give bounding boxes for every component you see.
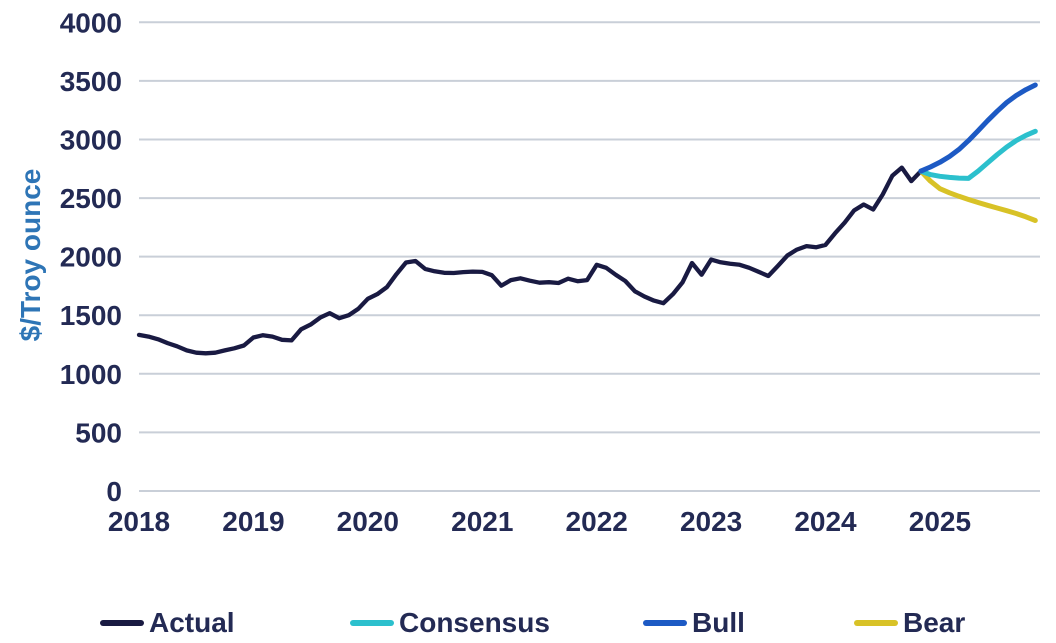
- y-tick-label-3000: 3000: [60, 125, 122, 156]
- legend-swatch-consensus: [350, 620, 394, 626]
- y-tick-label-2000: 2000: [60, 242, 122, 273]
- legend-label-actual: Actual: [149, 607, 235, 638]
- y-tick-label-0: 0: [106, 476, 122, 507]
- y-tick-label-1000: 1000: [60, 359, 122, 390]
- legend-label-consensus: Consensus: [399, 607, 550, 638]
- y-tick-label-3500: 3500: [60, 66, 122, 97]
- x-tick-label-2025: 2025: [909, 506, 971, 537]
- series-line-actual: [136, 165, 924, 356]
- series-line-consensus: [918, 128, 1038, 181]
- legend-swatch-bull: [643, 620, 687, 626]
- legend-swatch-actual: [100, 620, 144, 626]
- y-tick-label-4000: 4000: [60, 7, 122, 38]
- y-tick-label-500: 500: [75, 417, 122, 448]
- y-tick-label-1500: 1500: [60, 300, 122, 331]
- x-tick-label-2018: 2018: [108, 506, 170, 537]
- legend-item-bull: Bull: [643, 603, 745, 643]
- chart-legend: Actual Consensus Bull Bear: [0, 603, 1056, 643]
- x-tick-label-2019: 2019: [222, 506, 284, 537]
- legend-swatch-bear: [854, 620, 898, 626]
- legend-item-bear: Bear: [854, 603, 965, 643]
- legend-label-bull: Bull: [692, 607, 745, 638]
- x-tick-label-2023: 2023: [680, 506, 742, 537]
- legend-item-consensus: Consensus: [350, 603, 550, 643]
- x-tick-label-2021: 2021: [451, 506, 513, 537]
- x-tick-label-2024: 2024: [794, 506, 857, 537]
- y-tick-label-2500: 2500: [60, 183, 122, 214]
- series-line-bear: [918, 168, 1038, 223]
- series-line-bull: [918, 82, 1038, 174]
- y-axis-title: $/Troy ounce: [15, 168, 46, 342]
- legend-item-actual: Actual: [100, 603, 235, 643]
- legend-label-bear: Bear: [903, 607, 966, 638]
- x-tick-label-2022: 2022: [566, 506, 628, 537]
- x-tick-label-2020: 2020: [337, 506, 399, 537]
